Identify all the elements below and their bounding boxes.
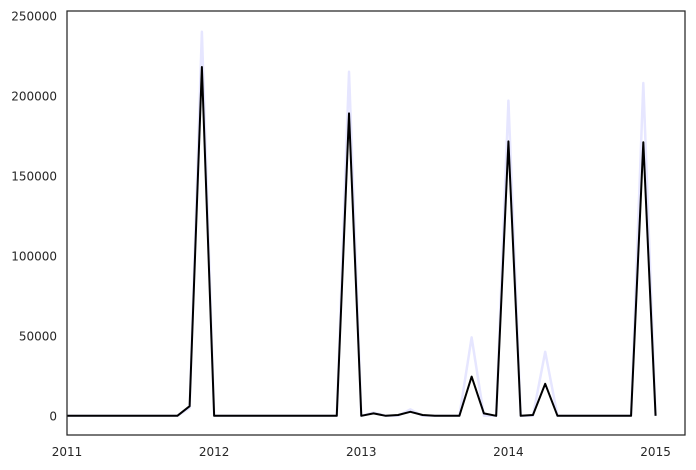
series-line-2 — [67, 66, 657, 417]
plot-background — [67, 11, 685, 435]
y-tick-label: 100000 — [11, 249, 57, 263]
x-tick-label: 2013 — [346, 445, 377, 459]
series-layer — [67, 30, 657, 418]
y-tick-label: 50000 — [19, 329, 57, 343]
x-tick-label: 2014 — [493, 445, 524, 459]
x-tick-label: 2011 — [52, 445, 83, 459]
y-axis-ticks: 0 50000 100000 150000 200000 250000 — [11, 9, 57, 423]
x-axis-ticks: 2011 2012 2013 2014 2015 — [52, 445, 671, 459]
y-tick-label: 150000 — [11, 169, 57, 183]
y-tick-label: 250000 — [11, 9, 57, 23]
plot-frame — [66, 10, 686, 436]
x-tick-label: 2015 — [640, 445, 671, 459]
y-tick-label: 200000 — [11, 89, 57, 103]
y-tick-label: 0 — [49, 409, 57, 423]
x-tick-label: 2012 — [199, 445, 230, 459]
